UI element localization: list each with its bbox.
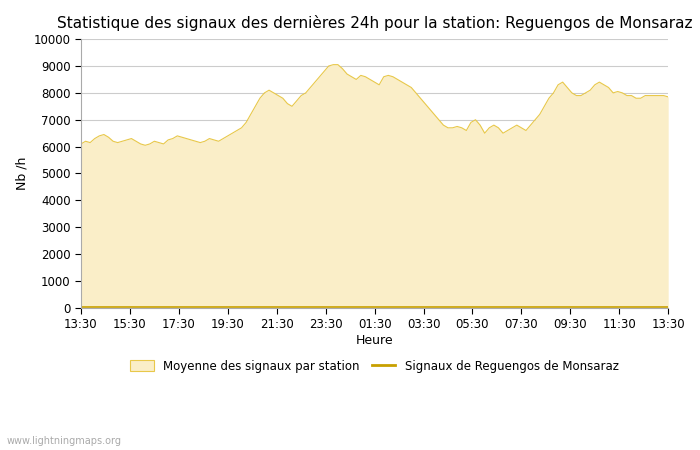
X-axis label: Heure: Heure (356, 334, 393, 347)
Y-axis label: Nb /h: Nb /h (15, 157, 28, 190)
Text: www.lightningmaps.org: www.lightningmaps.org (7, 436, 122, 446)
Legend: Moyenne des signaux par station, Signaux de Reguengos de Monsaraz: Moyenne des signaux par station, Signaux… (125, 355, 624, 377)
Title: Statistique des signaux des dernières 24h pour la station: Reguengos de Monsaraz: Statistique des signaux des dernières 24… (57, 15, 692, 31)
